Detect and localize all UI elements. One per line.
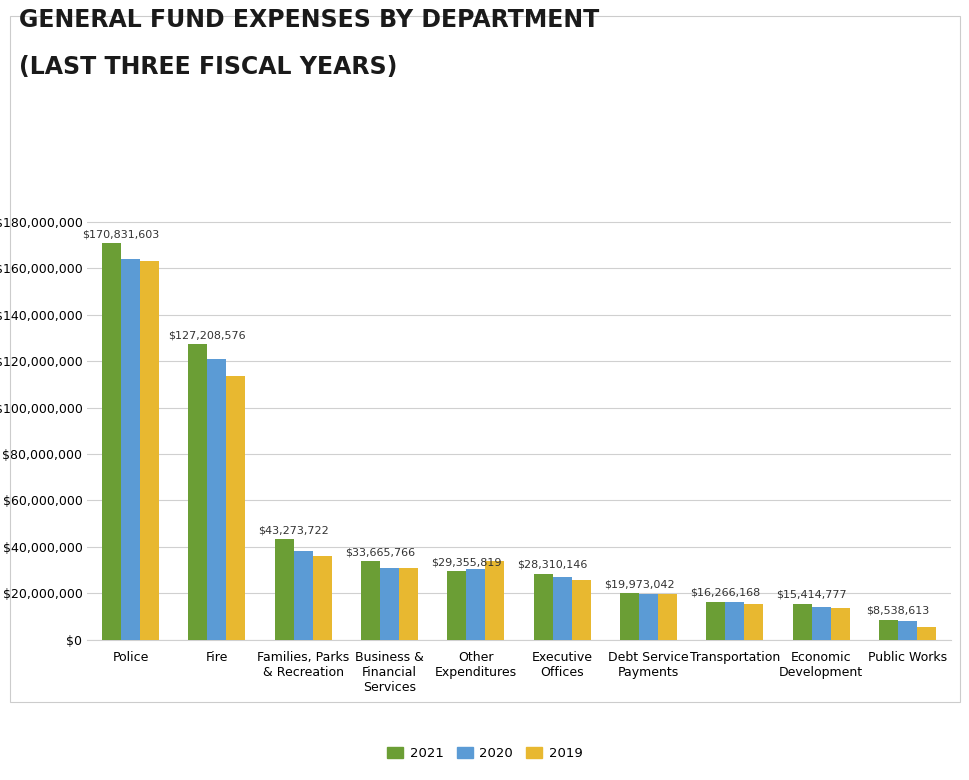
Text: $43,273,722: $43,273,722: [258, 525, 328, 535]
Bar: [792, 604, 811, 640]
Bar: [102, 243, 121, 640]
Bar: [743, 604, 763, 640]
Legend: 2021, 2020, 2019: 2021, 2020, 2019: [382, 742, 587, 766]
Bar: [657, 594, 676, 640]
Bar: [705, 602, 725, 640]
Bar: [447, 572, 466, 640]
Text: $16,266,168: $16,266,168: [689, 587, 760, 597]
Text: GENERAL FUND EXPENSES BY DEPARTMENT: GENERAL FUND EXPENSES BY DEPARTMENT: [19, 8, 599, 32]
Bar: [207, 359, 226, 640]
Bar: [533, 574, 552, 640]
Bar: [140, 261, 159, 640]
Bar: [380, 568, 398, 640]
Text: $19,973,042: $19,973,042: [603, 579, 673, 589]
Bar: [552, 577, 571, 640]
Bar: [188, 345, 207, 640]
Bar: [226, 376, 245, 640]
Bar: [121, 259, 140, 640]
Bar: [360, 562, 380, 640]
Text: (LAST THREE FISCAL YEARS): (LAST THREE FISCAL YEARS): [19, 55, 397, 79]
Text: $28,310,146: $28,310,146: [516, 560, 587, 569]
Bar: [916, 627, 935, 640]
Text: $29,355,819: $29,355,819: [430, 558, 501, 567]
Bar: [897, 621, 916, 640]
Bar: [312, 556, 331, 640]
Bar: [274, 539, 294, 640]
Text: $15,414,777: $15,414,777: [775, 590, 846, 600]
Bar: [571, 580, 590, 640]
Bar: [619, 594, 639, 640]
Bar: [639, 594, 657, 640]
Bar: [811, 607, 829, 640]
Bar: [829, 608, 849, 640]
Bar: [294, 551, 312, 640]
Text: $8,538,613: $8,538,613: [865, 605, 928, 615]
Bar: [484, 561, 504, 640]
Text: $170,831,603: $170,831,603: [82, 229, 160, 239]
Bar: [466, 569, 484, 640]
Text: $33,665,766: $33,665,766: [345, 548, 415, 558]
Bar: [878, 620, 897, 640]
Bar: [398, 568, 418, 640]
Bar: [725, 602, 743, 640]
Text: $127,208,576: $127,208,576: [169, 330, 246, 340]
